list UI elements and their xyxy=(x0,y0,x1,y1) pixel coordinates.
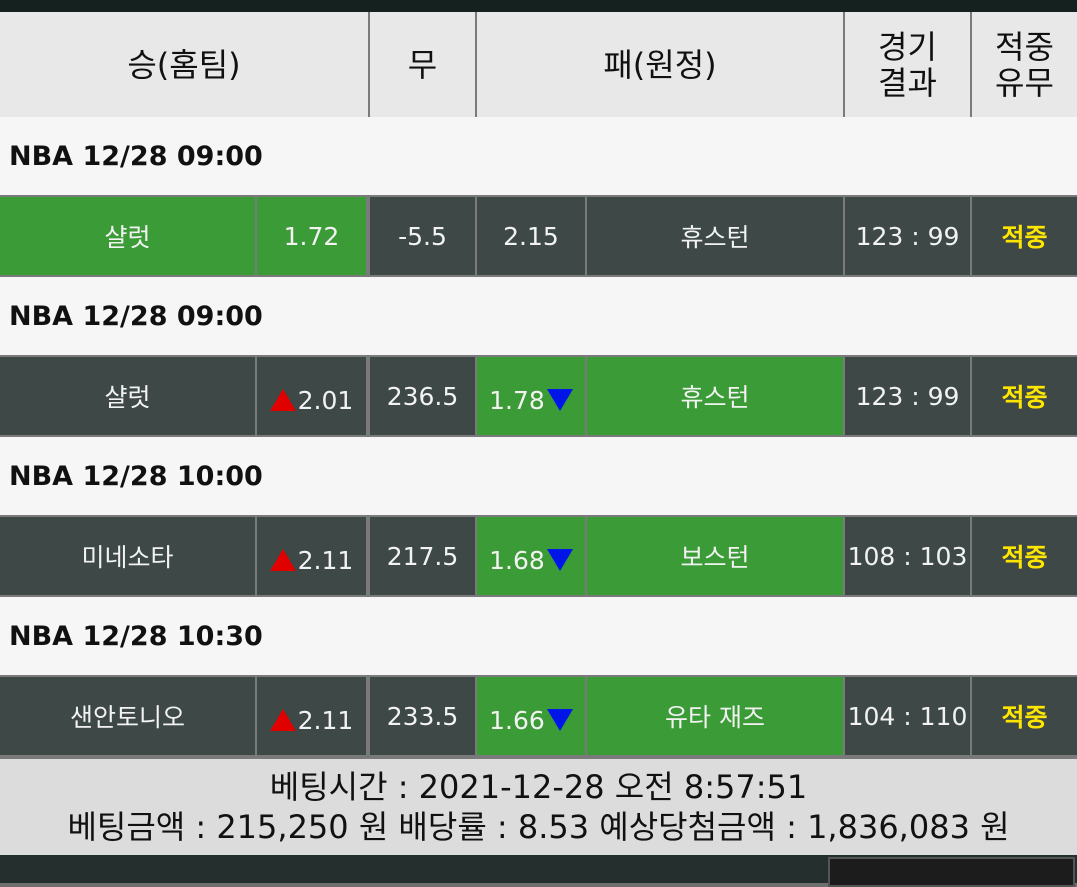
league-time: NBA 12/28 09:00 xyxy=(0,277,1077,355)
league-time-text: NBA 12/28 09:00 xyxy=(9,300,263,332)
result: 적중 xyxy=(972,517,1077,595)
away-team: 보스턴 xyxy=(587,517,843,595)
bet-time: 베팅시간 : 2021-12-28 오전 8:57:51 xyxy=(269,768,808,806)
column-header-text: 승(홈팀) xyxy=(127,45,241,84)
score: 123 : 99 xyxy=(845,197,970,275)
footer: 베팅시간 : 2021-12-28 오전 8:57:51 베팅금액 : 215,… xyxy=(0,759,1077,855)
away-team-text: 보스턴 xyxy=(680,543,750,572)
home-team-text: 샬럿 xyxy=(104,223,151,252)
score-text: 123 : 99 xyxy=(855,221,960,251)
home-team-text: 샌안토니오 xyxy=(69,703,185,732)
middle-line: 236.5 xyxy=(370,357,475,435)
away-team-text: 휴스턴 xyxy=(680,223,750,252)
action-button[interactable] xyxy=(828,857,1075,887)
away-odds-text: 1.68 xyxy=(489,545,545,575)
league-time: NBA 12/28 09:00 xyxy=(0,117,1077,195)
home-odds-text: 1.72 xyxy=(283,221,340,251)
home-team: 미네소타 xyxy=(0,517,255,595)
trend-up-arrow xyxy=(269,549,296,571)
middle-line: 233.5 xyxy=(370,677,475,755)
away-team: 유타 재즈 xyxy=(587,677,843,755)
column-header-text: 경기 결과 xyxy=(878,27,937,102)
trend-down-arrow xyxy=(546,389,573,411)
away-odds: 2.15 xyxy=(477,197,585,275)
home-odds: 2.11 xyxy=(257,517,366,595)
score: 123 : 99 xyxy=(845,357,970,435)
trend-up-arrow xyxy=(269,389,296,411)
column-header-text: 패(원정) xyxy=(603,45,717,84)
middle-line-text: 217.5 xyxy=(386,541,459,571)
away-team-text: 휴스턴 xyxy=(680,383,750,412)
trend-up-arrow xyxy=(269,709,296,731)
home-team: 샌안토니오 xyxy=(0,677,255,755)
column-header: 무 xyxy=(370,12,475,117)
result: 적중 xyxy=(972,677,1077,755)
away-odds-text: 1.78 xyxy=(489,385,545,415)
league-time: NBA 12/28 10:30 xyxy=(0,597,1077,675)
home-team-text: 샬럿 xyxy=(104,383,151,412)
result-text: 적중 xyxy=(1001,223,1048,252)
top-bar xyxy=(0,0,1077,12)
away-team: 휴스턴 xyxy=(587,357,843,435)
score: 104 : 110 xyxy=(845,677,970,755)
league-time-text: NBA 12/28 10:00 xyxy=(9,460,263,492)
league-time-text: NBA 12/28 10:30 xyxy=(9,620,263,652)
column-header-text: 무 xyxy=(407,45,438,84)
away-odds-text: 1.66 xyxy=(489,705,545,735)
score: 108 : 103 xyxy=(845,517,970,595)
trend-down-arrow xyxy=(546,709,573,731)
bet-summary: 베팅금액 : 215,250 원 배당률 : 8.53 예상당첨금액 : 1,8… xyxy=(67,808,1010,846)
home-odds-text: 2.01 xyxy=(297,385,354,415)
home-odds-text: 2.11 xyxy=(297,705,354,735)
result: 적중 xyxy=(972,197,1077,275)
home-odds: 1.72 xyxy=(257,197,366,275)
league-time: NBA 12/28 10:00 xyxy=(0,437,1077,515)
away-odds-text: 2.15 xyxy=(503,221,559,251)
middle-line: -5.5 xyxy=(370,197,475,275)
home-team-text: 미네소타 xyxy=(81,543,174,572)
league-time-text: NBA 12/28 09:00 xyxy=(9,140,263,172)
home-odds: 2.11 xyxy=(257,677,366,755)
middle-line-text: -5.5 xyxy=(398,221,447,251)
score-text: 104 : 110 xyxy=(847,701,968,731)
middle-line-text: 236.5 xyxy=(386,381,459,411)
home-team: 샬럿 xyxy=(0,197,255,275)
column-header: 경기 결과 xyxy=(845,12,970,117)
home-odds: 2.01 xyxy=(257,357,366,435)
middle-line: 217.5 xyxy=(370,517,475,595)
result-text: 적중 xyxy=(1001,543,1048,572)
result-text: 적중 xyxy=(1001,703,1048,732)
column-header: 적중 유무 xyxy=(972,12,1077,117)
result-text: 적중 xyxy=(1001,383,1048,412)
column-header: 승(홈팀) xyxy=(0,12,368,117)
away-odds: 1.68 xyxy=(477,517,585,595)
away-odds: 1.66 xyxy=(477,677,585,755)
score-text: 108 : 103 xyxy=(847,541,968,571)
away-odds: 1.78 xyxy=(477,357,585,435)
column-header: 패(원정) xyxy=(477,12,843,117)
column-header-text: 적중 유무 xyxy=(995,27,1054,102)
result: 적중 xyxy=(972,357,1077,435)
home-odds-text: 2.11 xyxy=(297,545,354,575)
score-text: 123 : 99 xyxy=(855,381,960,411)
middle-line-text: 233.5 xyxy=(386,701,459,731)
trend-down-arrow xyxy=(546,549,573,571)
away-team: 휴스턴 xyxy=(587,197,843,275)
away-team-text: 유타 재즈 xyxy=(665,703,765,732)
home-team: 샬럿 xyxy=(0,357,255,435)
